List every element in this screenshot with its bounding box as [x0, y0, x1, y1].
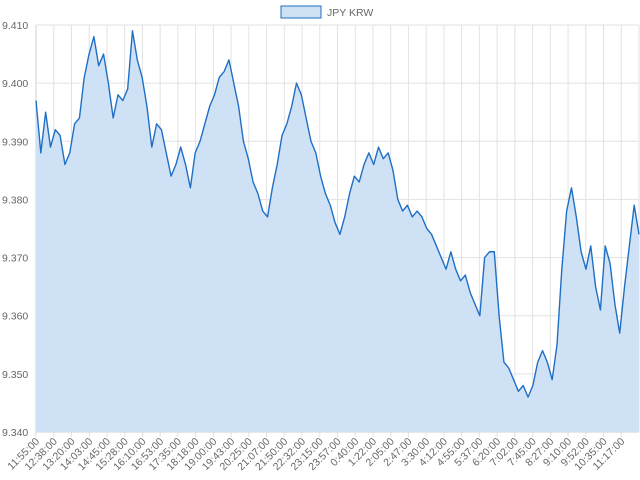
x-axis-labels: 11:55:0012:38:0013:20:0014:03:0014:45:00…	[5, 436, 627, 474]
legend-swatch	[280, 5, 322, 19]
legend-label: JPY KRW	[327, 7, 373, 19]
y-tick-label: 9.340	[2, 427, 28, 439]
y-tick-label: 9.390	[2, 136, 28, 148]
plot-area	[35, 30, 640, 433]
y-tick-label: 9.400	[2, 78, 28, 90]
y-tick-label: 9.410	[2, 20, 28, 32]
series-area-fill	[36, 30, 639, 433]
y-tick-label: 9.360	[2, 311, 28, 323]
series-line	[35, 30, 640, 398]
y-tick-label: 9.350	[2, 369, 28, 381]
y-axis-labels: 9.410 9.400 9.390 9.380 9.370 9.360 9.350 9.340	[2, 20, 28, 439]
y-tick-label: 9.370	[2, 253, 28, 265]
y-tick-label: 9.380	[2, 194, 28, 206]
legend[interactable]: JPY KRW	[280, 5, 373, 19]
